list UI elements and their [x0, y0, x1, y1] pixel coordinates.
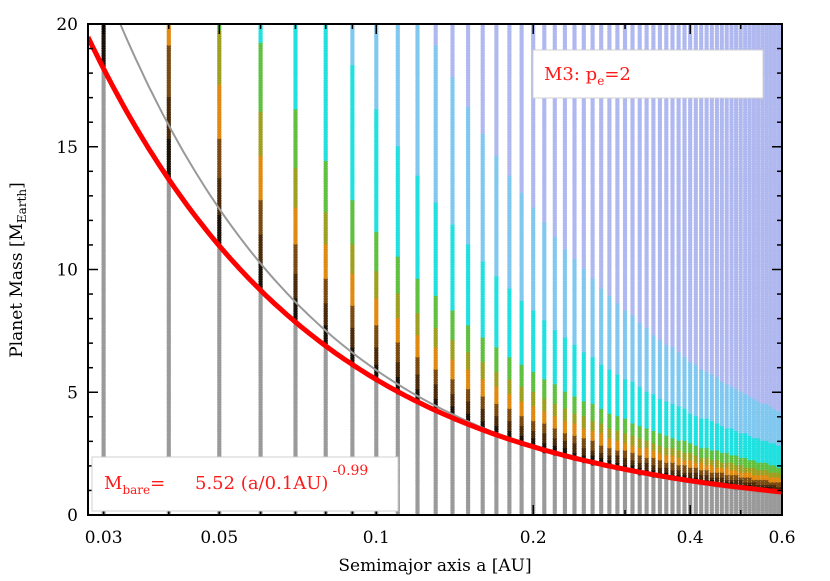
chart: 051015200.03 0.05 0.1 0.2 0.4 0.6 M3: pe=2 Mb…	[7, 15, 796, 576]
